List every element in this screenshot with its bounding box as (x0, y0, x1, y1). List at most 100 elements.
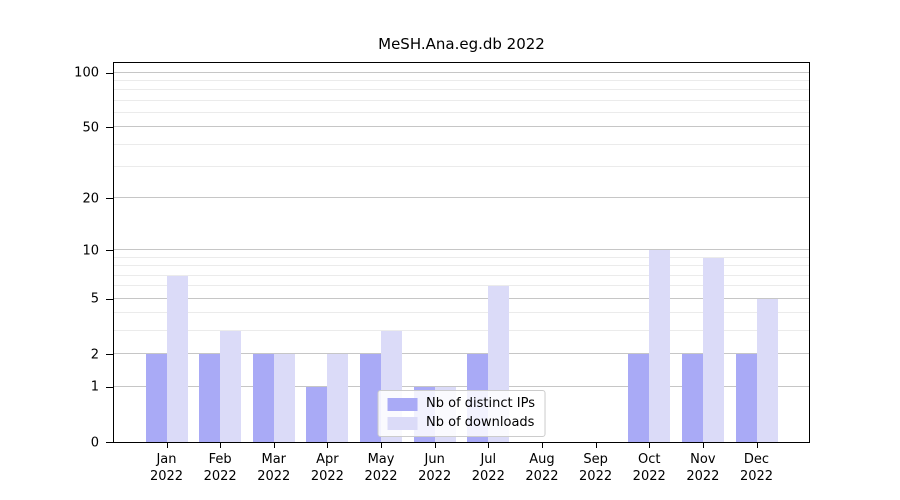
x-label-month: Oct (637, 452, 661, 467)
x-label-year: 2022 (257, 469, 291, 484)
x-tick-label-nov: Nov 2022 (671, 451, 735, 485)
gridline-y-100 (114, 71, 809, 73)
chart-title: MeSH.Ana.eg.db 2022 (378, 35, 545, 53)
y-tick-label-0: 0 (90, 435, 99, 450)
bar-downloads-nov (702, 257, 724, 442)
gridline-y-80 (114, 89, 809, 91)
x-tick-mark-nov (702, 443, 704, 448)
x-label-month: Dec (743, 452, 770, 467)
x-tick-label-aug: Aug 2022 (510, 451, 574, 485)
y-tick-mark-100 (106, 72, 113, 74)
x-label-month: Jul (480, 452, 497, 467)
x-label-month: Jun (424, 452, 445, 467)
x-tick-mark-sep (595, 443, 597, 448)
x-label-year: 2022 (364, 469, 398, 484)
legend-swatch-downloads (387, 416, 418, 430)
x-label-year: 2022 (739, 469, 774, 484)
x-tick-label-sep: Sep 2022 (564, 451, 628, 485)
bar-downloads-jan (166, 275, 188, 442)
bar-downloads-mar (273, 354, 295, 442)
x-tick-mark-aug (541, 443, 543, 448)
gridline-y-20 (114, 197, 809, 199)
x-tick-mark-dec (756, 443, 758, 448)
bar-distinct-ips-feb (199, 354, 221, 442)
y-tick-label-5: 5 (90, 291, 99, 307)
x-label-year: 2022 (632, 469, 666, 484)
x-label-year: 2022 (471, 469, 505, 484)
x-label-month: Feb (208, 452, 232, 467)
bar-downloads-oct (649, 250, 671, 442)
legend-label-downloads: Nb of downloads (426, 415, 535, 430)
gridline-y-30 (114, 166, 809, 168)
y-tick-mark-2 (106, 354, 113, 356)
legend-swatch-distinct-ips (387, 397, 418, 411)
y-tick-label-2: 2 (90, 347, 99, 363)
x-label-year: 2022 (579, 469, 613, 484)
y-tick-mark-50 (106, 127, 113, 129)
legend-item-distinct-ips: Nb of distinct IPs (387, 397, 535, 411)
x-tick-label-jun: Jun 2022 (403, 451, 467, 485)
y-tick-label-10: 10 (82, 243, 99, 259)
x-tick-label-mar: Mar 2022 (242, 451, 306, 485)
x-tick-mark-jul (488, 443, 490, 448)
bar-distinct-ips-nov (681, 354, 703, 442)
y-tick-mark-10 (106, 250, 113, 252)
x-tick-label-apr: Apr 2022 (295, 451, 359, 485)
legend: Nb of distinct IPs Nb of downloads (377, 390, 546, 437)
gridline-y-70 (114, 99, 809, 101)
x-tick-label-jan: Jan 2022 (135, 451, 199, 485)
x-tick-label-oct: Oct 2022 (617, 451, 681, 485)
x-label-year: 2022 (418, 469, 452, 484)
x-label-month: Nov (690, 452, 716, 467)
x-label-year: 2022 (525, 469, 559, 484)
x-axis: Jan 2022 Feb 2022 Mar 2022 Apr 2022 May 2022 Jun 20… (113, 442, 810, 498)
x-tick-mark-mar (273, 443, 275, 448)
y-tick-label-50: 50 (82, 120, 99, 136)
y-tick-mark-20 (106, 198, 113, 200)
x-tick-label-feb: Feb 2022 (188, 451, 252, 485)
bar-distinct-ips-jan (145, 354, 167, 442)
x-label-year: 2022 (686, 469, 720, 484)
x-label-year: 2022 (149, 469, 184, 484)
x-tick-mark-feb (220, 443, 222, 448)
x-label-month: Aug (529, 452, 555, 467)
gridline-y-40 (114, 143, 809, 145)
bar-distinct-ips-dec (735, 354, 757, 442)
plot-area: Nb of distinct IPs Nb of downloads (113, 62, 810, 443)
x-tick-label-dec: Dec 2022 (725, 451, 789, 485)
x-label-month: Mar (261, 452, 287, 467)
x-label-month: Apr (316, 452, 339, 467)
y-tick-label-100: 100 (74, 65, 99, 81)
x-tick-mark-jun (434, 443, 436, 448)
legend-label-distinct-ips: Nb of distinct IPs (426, 396, 535, 411)
x-label-year: 2022 (203, 469, 237, 484)
x-tick-mark-apr (327, 443, 329, 448)
y-tick-label-20: 20 (82, 191, 99, 207)
x-label-year: 2022 (310, 469, 344, 484)
bar-distinct-ips-apr (306, 386, 328, 442)
y-tick-mark-5 (106, 298, 113, 300)
gridline-y-50 (114, 126, 809, 128)
x-tick-label-jul: Jul 2022 (456, 451, 520, 485)
legend-item-downloads: Nb of downloads (387, 416, 535, 430)
bar-distinct-ips-may (360, 354, 382, 442)
bar-downloads-apr (327, 354, 349, 442)
y-tick-mark-0 (106, 442, 113, 443)
x-label-month: May (367, 452, 395, 467)
x-tick-mark-may (381, 443, 383, 448)
x-label-month: Sep (583, 452, 608, 467)
gridline-y-60 (114, 112, 809, 114)
y-axis: 0 1 2 5 10 20 50 100 (0, 62, 113, 449)
x-tick-label-may: May 2022 (349, 451, 413, 485)
bar-downloads-dec (756, 298, 778, 442)
y-tick-mark-1 (106, 386, 113, 388)
gridline-y-90 (114, 80, 809, 82)
gridline-y-10 (114, 249, 809, 251)
x-tick-mark-jan (166, 443, 168, 448)
y-tick-label-1: 1 (90, 379, 99, 395)
x-tick-mark-oct (649, 443, 651, 448)
bar-downloads-feb (220, 331, 242, 442)
x-label-month: Jan (156, 452, 177, 467)
bar-distinct-ips-oct (628, 354, 650, 442)
